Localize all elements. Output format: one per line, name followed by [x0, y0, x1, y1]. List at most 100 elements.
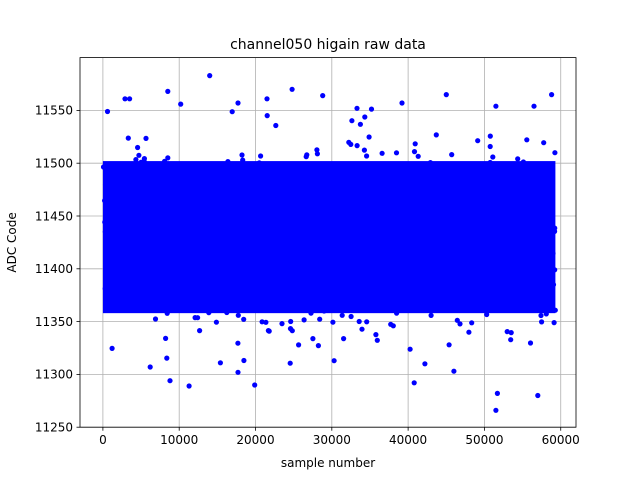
- scatter-point: [144, 191, 150, 197]
- scatter-point: [397, 230, 403, 236]
- scatter-point: [347, 172, 353, 179]
- scatter-point: [180, 270, 186, 276]
- scatter-point: [349, 275, 355, 281]
- scatter-point: [220, 225, 226, 231]
- scatter-point: [503, 176, 509, 182]
- scatter-point: [100, 164, 107, 170]
- scatter-point: [316, 255, 322, 261]
- scatter-point: [525, 213, 531, 219]
- scatter-point: [247, 247, 253, 253]
- outlier-point-3: [320, 93, 326, 99]
- scatter-point: [440, 204, 446, 210]
- scatter-point: [104, 304, 110, 310]
- scatter-point: [350, 219, 356, 225]
- scatter-point: [469, 251, 475, 258]
- scatter-point: [452, 294, 459, 300]
- scatter-point: [192, 261, 198, 267]
- scatter-point: [466, 186, 472, 192]
- scatter-point: [509, 173, 515, 179]
- scatter-point: [292, 176, 298, 182]
- scatter-point: [537, 284, 544, 290]
- scatter-point: [102, 229, 108, 235]
- scatter-point: [412, 299, 418, 305]
- scatter-point: [500, 279, 507, 285]
- scatter-point: [426, 199, 432, 205]
- scatter-point: [172, 261, 178, 267]
- scatter-point: [244, 227, 250, 233]
- scatter-point: [273, 284, 280, 290]
- scatter-point: [307, 225, 313, 231]
- scatter-point: [334, 231, 341, 237]
- scatter-point: [488, 218, 494, 224]
- scatter-point: [351, 262, 357, 268]
- scatter-point: [475, 138, 481, 144]
- scatter-point: [236, 206, 242, 212]
- scatter-point: [258, 213, 264, 219]
- scatter-point: [324, 269, 330, 275]
- scatter-point: [210, 232, 216, 238]
- scatter-point: [495, 237, 501, 243]
- scatter-point: [240, 280, 246, 286]
- scatter-point: [530, 194, 536, 200]
- scatter-point: [416, 209, 422, 216]
- scatter-point: [195, 307, 201, 313]
- scatter-point: [495, 274, 501, 280]
- scatter-point: [108, 224, 114, 230]
- scatter-point: [547, 212, 553, 218]
- y-axis-label: ADC Code: [5, 212, 19, 272]
- scatter-point: [351, 246, 357, 252]
- scatter-point: [348, 141, 354, 147]
- scatter-point: [473, 206, 479, 212]
- scatter-point: [268, 237, 275, 243]
- scatter-point: [516, 287, 522, 293]
- scatter-point: [188, 254, 194, 260]
- scatter-point: [386, 184, 392, 190]
- scatter-point: [551, 320, 557, 326]
- scatter-point: [371, 244, 378, 250]
- scatter-point: [150, 243, 156, 249]
- scatter-point: [423, 229, 429, 235]
- scatter-point: [303, 210, 309, 217]
- scatter-point: [360, 239, 366, 245]
- scatter-point: [160, 205, 166, 211]
- scatter-point: [391, 200, 397, 207]
- scatter-point: [274, 221, 280, 227]
- outlier-point-8: [235, 100, 241, 106]
- scatter-point: [317, 260, 323, 267]
- scatter-point: [536, 206, 543, 212]
- scatter-point: [137, 223, 144, 229]
- scatter-point: [490, 154, 496, 160]
- scatter-point: [217, 258, 223, 264]
- scatter-point: [151, 229, 157, 235]
- scatter-point: [187, 213, 193, 219]
- scatter-point: [426, 207, 432, 213]
- scatter-point: [364, 153, 370, 159]
- scatter-point: [119, 299, 125, 305]
- scatter-point: [187, 305, 193, 311]
- scatter-point: [455, 192, 461, 198]
- scatter-point: [428, 312, 434, 318]
- scatter-point: [333, 213, 339, 219]
- scatter-point: [518, 226, 524, 232]
- scatter-point: [127, 296, 133, 302]
- scatter-point: [453, 211, 459, 217]
- scatter-point: [212, 290, 218, 296]
- scatter-point: [448, 164, 454, 170]
- scatter-point: [475, 255, 481, 261]
- scatter-point: [396, 211, 402, 217]
- scatter-point: [102, 286, 108, 292]
- scatter-point: [490, 258, 496, 264]
- scatter-point: [488, 234, 494, 240]
- scatter-point: [485, 196, 491, 202]
- scatter-point: [249, 195, 255, 201]
- scatter-point: [240, 157, 246, 163]
- scatter-point: [223, 234, 229, 240]
- scatter-point: [367, 248, 374, 254]
- scatter-point: [398, 246, 404, 252]
- scatter-point: [256, 208, 262, 214]
- scatter-point: [189, 281, 195, 287]
- scatter-point: [117, 161, 123, 167]
- scatter-point: [442, 262, 448, 268]
- scatter-point: [419, 256, 425, 262]
- x-tick-label-5: 50000: [465, 433, 503, 447]
